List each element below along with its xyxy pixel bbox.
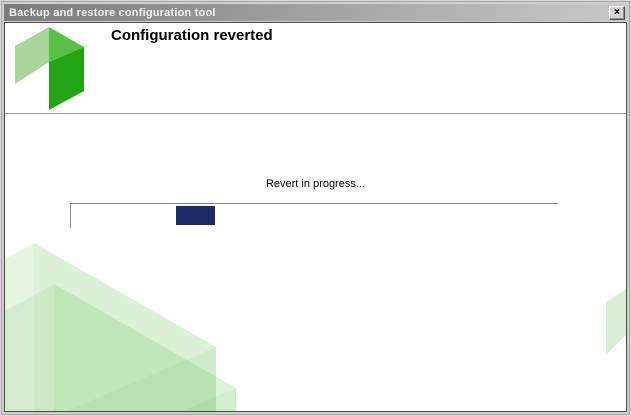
logo-light-face bbox=[15, 27, 49, 84]
progress-bar bbox=[70, 203, 558, 228]
close-icon[interactable]: × bbox=[609, 5, 625, 20]
progress-bar-block bbox=[175, 206, 215, 225]
watermark-dark-face bbox=[182, 387, 236, 411]
green-folded-cube-logo-icon bbox=[15, 27, 84, 110]
logo-dark-face bbox=[49, 47, 84, 110]
watermark-light-face bbox=[5, 242, 34, 411]
watermark-mid-face bbox=[53, 283, 236, 411]
wizard-client-area: Configuration reverted Revert in progres… bbox=[4, 22, 627, 412]
window-title: Backup and restore configuration tool bbox=[9, 6, 216, 19]
page-title: Configuration reverted bbox=[111, 27, 273, 44]
progress-status-text: Revert in progress... bbox=[265, 178, 366, 190]
window-titlebar[interactable]: Backup and restore configuration tool × bbox=[4, 4, 627, 21]
watermark-mid-face bbox=[33, 242, 216, 411]
logo-mid-face bbox=[49, 27, 84, 62]
right-edge-decoration bbox=[606, 289, 626, 355]
header-separator bbox=[5, 113, 626, 114]
watermark-dark-face bbox=[66, 346, 216, 411]
watermark-light-face bbox=[5, 283, 54, 411]
